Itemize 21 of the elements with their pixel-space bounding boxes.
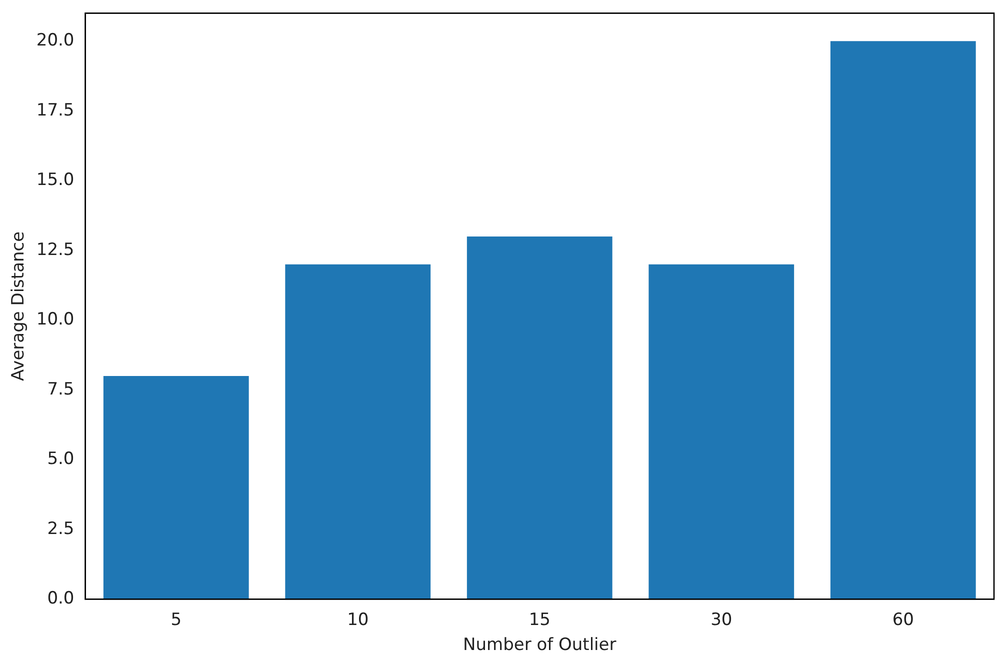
y-tick-label: 5.0 xyxy=(47,449,74,470)
y-tick-label: 15.0 xyxy=(36,170,74,190)
x-tick-label: 10 xyxy=(347,610,369,630)
y-axis-title: Average Distance xyxy=(8,231,29,381)
y-tick-label: 0.0 xyxy=(47,588,74,609)
x-axis-title: Number of Outlier xyxy=(463,635,616,656)
x-tick-label: 5 xyxy=(170,610,182,630)
bar xyxy=(103,376,249,600)
bar xyxy=(466,236,612,600)
y-tick-label: 7.5 xyxy=(47,379,74,400)
bar xyxy=(648,264,794,600)
y-tick-label: 2.5 xyxy=(47,518,74,539)
y-tick-label: 12.5 xyxy=(36,240,74,260)
bar xyxy=(830,41,976,600)
x-tick-label: 15 xyxy=(528,610,550,630)
x-tick-label: 60 xyxy=(892,610,914,630)
y-tick-label: 10.0 xyxy=(36,310,74,330)
x-tick-label: 30 xyxy=(710,610,732,630)
y-tick-label: 17.5 xyxy=(36,100,74,120)
bar xyxy=(285,264,431,600)
y-tick-label: 20.0 xyxy=(36,30,74,51)
